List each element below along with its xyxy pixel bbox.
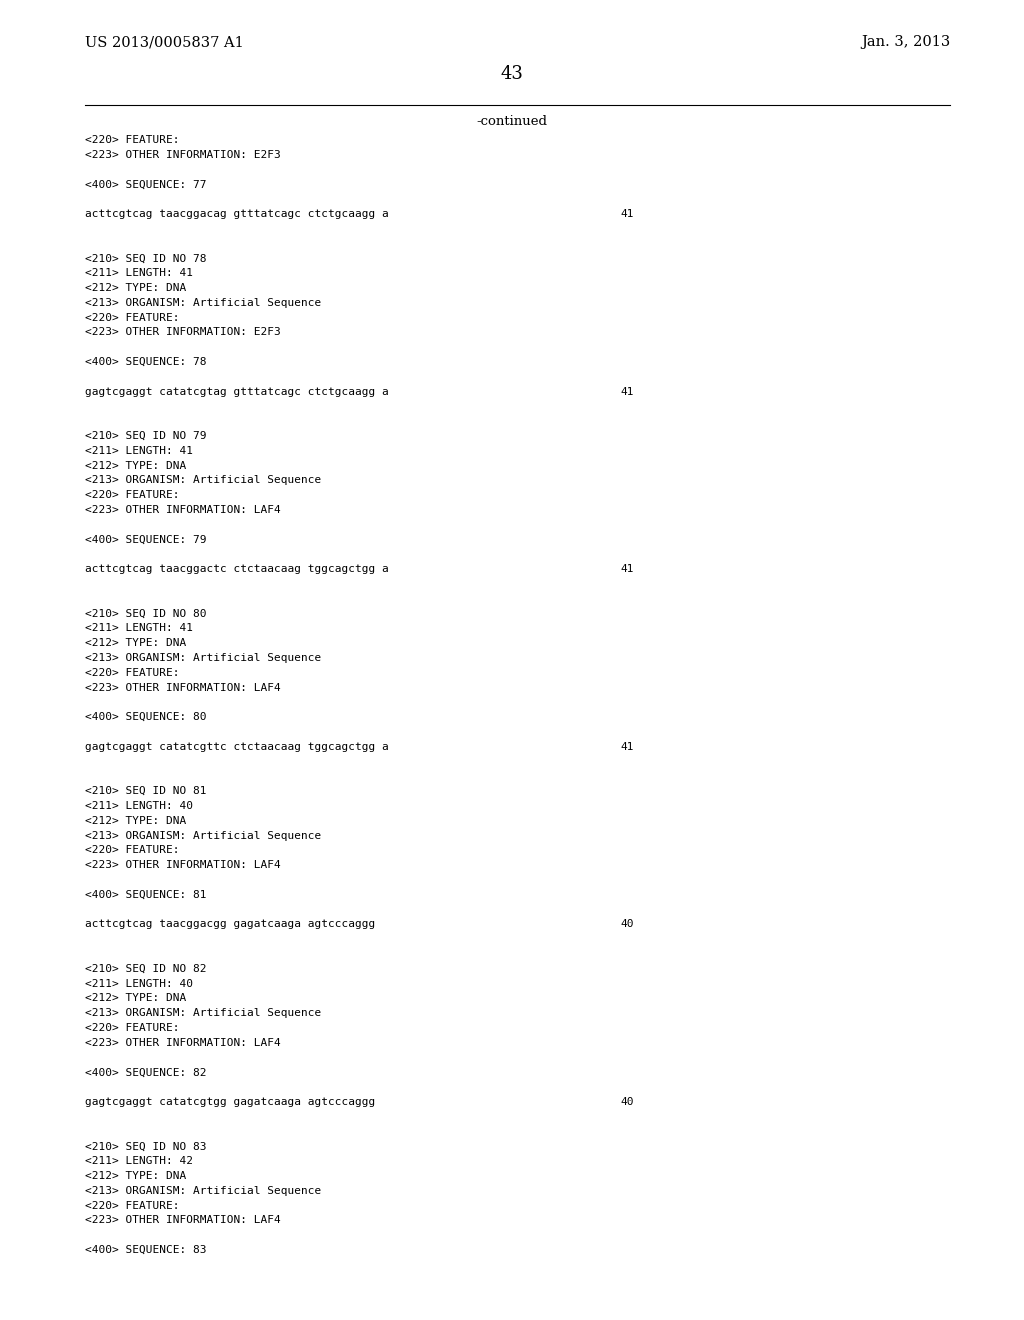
Text: <220> FEATURE:: <220> FEATURE:: [85, 135, 179, 145]
Text: <213> ORGANISM: Artificial Sequence: <213> ORGANISM: Artificial Sequence: [85, 298, 322, 308]
Text: Jan. 3, 2013: Jan. 3, 2013: [861, 36, 950, 49]
Text: gagtcgaggt catatcgtgg gagatcaaga agtcccaggg: gagtcgaggt catatcgtgg gagatcaaga agtccca…: [85, 1097, 375, 1107]
Text: <213> ORGANISM: Artificial Sequence: <213> ORGANISM: Artificial Sequence: [85, 1008, 322, 1018]
Text: <400> SEQUENCE: 77: <400> SEQUENCE: 77: [85, 180, 207, 189]
Text: acttcgtcag taacggactc ctctaacaag tggcagctgg a: acttcgtcag taacggactc ctctaacaag tggcagc…: [85, 564, 389, 574]
Text: <210> SEQ ID NO 83: <210> SEQ ID NO 83: [85, 1142, 207, 1151]
Text: gagtcgaggt catatcgttc ctctaacaag tggcagctgg a: gagtcgaggt catatcgttc ctctaacaag tggcagc…: [85, 742, 389, 752]
Text: <220> FEATURE:: <220> FEATURE:: [85, 668, 179, 677]
Text: <400> SEQUENCE: 78: <400> SEQUENCE: 78: [85, 356, 207, 367]
Text: <400> SEQUENCE: 83: <400> SEQUENCE: 83: [85, 1245, 207, 1255]
Text: acttcgtcag taacggacag gtttatcagc ctctgcaagg a: acttcgtcag taacggacag gtttatcagc ctctgca…: [85, 209, 389, 219]
Text: 40: 40: [620, 920, 634, 929]
Text: -continued: -continued: [476, 115, 548, 128]
Text: <400> SEQUENCE: 81: <400> SEQUENCE: 81: [85, 890, 207, 900]
Text: <211> LENGTH: 40: <211> LENGTH: 40: [85, 801, 193, 810]
Text: <211> LENGTH: 41: <211> LENGTH: 41: [85, 623, 193, 634]
Text: <220> FEATURE:: <220> FEATURE:: [85, 1023, 179, 1034]
Text: <400> SEQUENCE: 82: <400> SEQUENCE: 82: [85, 1068, 207, 1077]
Text: <210> SEQ ID NO 82: <210> SEQ ID NO 82: [85, 964, 207, 974]
Text: <210> SEQ ID NO 79: <210> SEQ ID NO 79: [85, 432, 207, 441]
Text: <212> TYPE: DNA: <212> TYPE: DNA: [85, 994, 186, 1003]
Text: <212> TYPE: DNA: <212> TYPE: DNA: [85, 461, 186, 471]
Text: <220> FEATURE:: <220> FEATURE:: [85, 845, 179, 855]
Text: <212> TYPE: DNA: <212> TYPE: DNA: [85, 638, 186, 648]
Text: <223> OTHER INFORMATION: LAF4: <223> OTHER INFORMATION: LAF4: [85, 1216, 281, 1225]
Text: <210> SEQ ID NO 81: <210> SEQ ID NO 81: [85, 787, 207, 796]
Text: 41: 41: [620, 742, 634, 752]
Text: <223> OTHER INFORMATION: E2F3: <223> OTHER INFORMATION: E2F3: [85, 327, 281, 338]
Text: 40: 40: [620, 1097, 634, 1107]
Text: <213> ORGANISM: Artificial Sequence: <213> ORGANISM: Artificial Sequence: [85, 1185, 322, 1196]
Text: <223> OTHER INFORMATION: LAF4: <223> OTHER INFORMATION: LAF4: [85, 682, 281, 693]
Text: <220> FEATURE:: <220> FEATURE:: [85, 1201, 179, 1210]
Text: <220> FEATURE:: <220> FEATURE:: [85, 313, 179, 322]
Text: <211> LENGTH: 41: <211> LENGTH: 41: [85, 446, 193, 455]
Text: <223> OTHER INFORMATION: LAF4: <223> OTHER INFORMATION: LAF4: [85, 506, 281, 515]
Text: <220> FEATURE:: <220> FEATURE:: [85, 490, 179, 500]
Text: US 2013/0005837 A1: US 2013/0005837 A1: [85, 36, 244, 49]
Text: <223> OTHER INFORMATION: LAF4: <223> OTHER INFORMATION: LAF4: [85, 861, 281, 870]
Text: <210> SEQ ID NO 78: <210> SEQ ID NO 78: [85, 253, 207, 264]
Text: <223> OTHER INFORMATION: E2F3: <223> OTHER INFORMATION: E2F3: [85, 149, 281, 160]
Text: 41: 41: [620, 209, 634, 219]
Text: 41: 41: [620, 564, 634, 574]
Text: <223> OTHER INFORMATION: LAF4: <223> OTHER INFORMATION: LAF4: [85, 1038, 281, 1048]
Text: 43: 43: [501, 65, 523, 83]
Text: <212> TYPE: DNA: <212> TYPE: DNA: [85, 816, 186, 826]
Text: <210> SEQ ID NO 80: <210> SEQ ID NO 80: [85, 609, 207, 619]
Text: gagtcgaggt catatcgtag gtttatcagc ctctgcaagg a: gagtcgaggt catatcgtag gtttatcagc ctctgca…: [85, 387, 389, 396]
Text: <211> LENGTH: 41: <211> LENGTH: 41: [85, 268, 193, 279]
Text: <212> TYPE: DNA: <212> TYPE: DNA: [85, 1171, 186, 1181]
Text: <213> ORGANISM: Artificial Sequence: <213> ORGANISM: Artificial Sequence: [85, 475, 322, 486]
Text: <211> LENGTH: 40: <211> LENGTH: 40: [85, 978, 193, 989]
Text: <211> LENGTH: 42: <211> LENGTH: 42: [85, 1156, 193, 1166]
Text: <213> ORGANISM: Artificial Sequence: <213> ORGANISM: Artificial Sequence: [85, 830, 322, 841]
Text: <213> ORGANISM: Artificial Sequence: <213> ORGANISM: Artificial Sequence: [85, 653, 322, 663]
Text: <400> SEQUENCE: 80: <400> SEQUENCE: 80: [85, 713, 207, 722]
Text: <400> SEQUENCE: 79: <400> SEQUENCE: 79: [85, 535, 207, 545]
Text: 41: 41: [620, 387, 634, 396]
Text: <212> TYPE: DNA: <212> TYPE: DNA: [85, 282, 186, 293]
Text: acttcgtcag taacggacgg gagatcaaga agtcccaggg: acttcgtcag taacggacgg gagatcaaga agtccca…: [85, 920, 375, 929]
